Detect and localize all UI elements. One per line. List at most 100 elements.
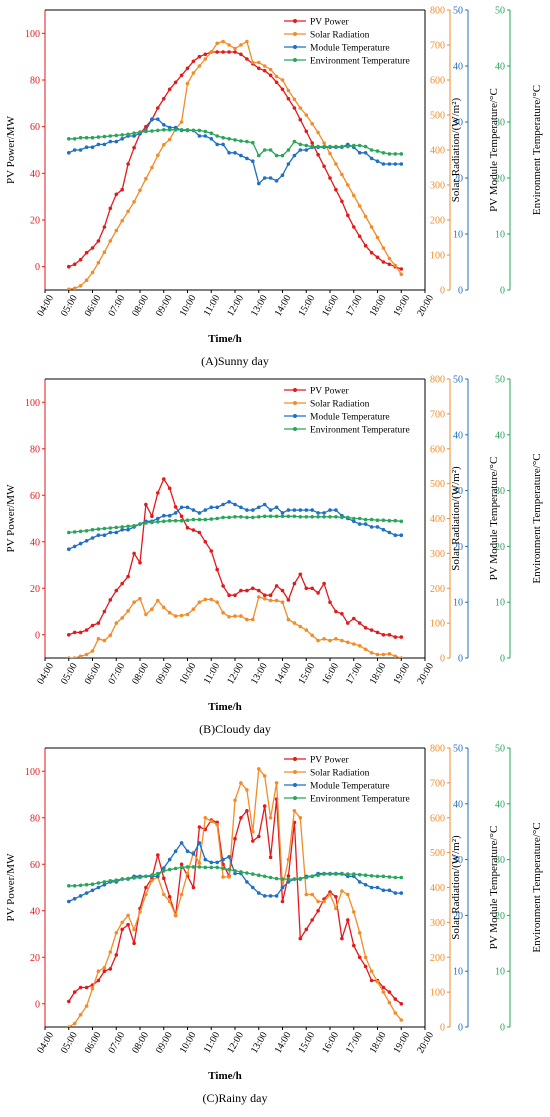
point-solar-radiation bbox=[227, 875, 231, 879]
point-environment-temperature bbox=[191, 865, 196, 869]
module-temp-tick-label: 40 bbox=[453, 799, 463, 810]
point-module-temperature bbox=[90, 888, 95, 893]
radiation-tick-label: 400 bbox=[430, 146, 445, 157]
point-environment-temperature bbox=[227, 137, 231, 141]
point-module-temperature bbox=[179, 505, 184, 510]
point-solar-radiation bbox=[203, 816, 208, 820]
point-pv-power bbox=[381, 633, 386, 637]
x-tick-label: 10:00 bbox=[178, 661, 199, 686]
point-environment-temperature bbox=[251, 515, 255, 520]
point-solar-radiation bbox=[363, 647, 368, 652]
point-pv-power bbox=[126, 162, 130, 166]
series-module-temperature bbox=[67, 500, 404, 551]
env-temp-tick-label: 40 bbox=[495, 62, 505, 73]
point-pv-power bbox=[138, 560, 142, 565]
x-tick-label: 04:00 bbox=[35, 661, 56, 686]
radiation-tick-label: 100 bbox=[430, 251, 445, 262]
point-solar-radiation bbox=[340, 172, 344, 177]
point-module-temperature bbox=[363, 151, 368, 155]
pv-tick-label: 100 bbox=[25, 398, 40, 409]
point-solar-radiation bbox=[120, 218, 124, 223]
point-environment-temperature bbox=[114, 878, 119, 882]
env-temp-tick-label: 10 bbox=[495, 967, 505, 978]
point-environment-temperature bbox=[179, 518, 184, 523]
env-temp-tick-label: 30 bbox=[495, 855, 505, 866]
point-module-temperature bbox=[280, 885, 285, 890]
legend-marker bbox=[293, 401, 297, 405]
radiation-tick-label: 300 bbox=[430, 549, 445, 560]
point-module-temperature bbox=[197, 841, 202, 845]
point-environment-temperature bbox=[197, 517, 202, 522]
point-solar-radiation bbox=[191, 607, 196, 611]
point-environment-temperature bbox=[150, 520, 154, 525]
x-tick-label: 17:00 bbox=[344, 1030, 365, 1055]
point-solar-radiation bbox=[262, 64, 267, 68]
x-tick-label: 06:00 bbox=[83, 1030, 104, 1055]
point-module-temperature bbox=[197, 134, 202, 138]
pv-axis-label: PV Power/MW bbox=[5, 115, 17, 184]
x-tick-label: 07:00 bbox=[106, 293, 127, 318]
point-environment-temperature bbox=[322, 144, 326, 149]
point-pv-power bbox=[262, 68, 267, 73]
point-solar-radiation bbox=[262, 774, 267, 778]
point-module-temperature bbox=[393, 891, 398, 895]
point-environment-temperature bbox=[334, 144, 338, 149]
point-solar-radiation bbox=[78, 654, 83, 658]
point-solar-radiation bbox=[298, 816, 303, 820]
point-environment-temperature bbox=[120, 525, 124, 529]
point-module-temperature bbox=[84, 539, 89, 543]
point-solar-radiation bbox=[257, 60, 261, 65]
point-solar-radiation bbox=[197, 600, 202, 604]
point-environment-temperature bbox=[381, 874, 386, 879]
point-solar-radiation bbox=[227, 43, 231, 47]
point-environment-temperature bbox=[150, 129, 154, 133]
panel-caption: (C)Rainy day bbox=[203, 1091, 268, 1105]
point-solar-radiation bbox=[150, 165, 154, 170]
point-environment-temperature bbox=[233, 515, 237, 519]
point-solar-radiation bbox=[251, 617, 255, 622]
module-temp-tick-label: 30 bbox=[453, 486, 463, 497]
x-tick-label: 08:00 bbox=[130, 661, 151, 686]
legend-label: Environment Temperature bbox=[310, 57, 410, 67]
chart-panel-2: 04:00 05:00 06:00 07:00 08:00 09:00 10:00 11:00… bbox=[5, 375, 543, 737]
point-environment-temperature bbox=[185, 865, 190, 869]
radiation-tick-label: 300 bbox=[430, 181, 445, 192]
x-tick-label: 04:00 bbox=[35, 293, 56, 318]
point-environment-temperature bbox=[78, 883, 83, 888]
point-module-temperature bbox=[209, 505, 214, 510]
point-pv-power bbox=[245, 57, 249, 61]
point-module-temperature bbox=[221, 142, 225, 147]
point-solar-radiation bbox=[245, 617, 249, 622]
point-pv-power bbox=[185, 526, 190, 530]
point-module-temperature bbox=[114, 139, 119, 144]
point-module-temperature bbox=[167, 513, 172, 518]
point-solar-radiation bbox=[328, 151, 332, 156]
series-pv-power bbox=[67, 477, 404, 639]
point-solar-radiation bbox=[239, 43, 243, 47]
radiation-tick-label: 800 bbox=[430, 375, 445, 386]
env-temp-tick-label: 40 bbox=[495, 430, 505, 441]
x-tick-label: 06:00 bbox=[83, 661, 104, 686]
point-solar-radiation bbox=[78, 284, 83, 288]
point-pv-power bbox=[144, 885, 148, 890]
point-module-temperature bbox=[96, 533, 101, 537]
point-pv-power bbox=[72, 990, 77, 994]
point-solar-radiation bbox=[126, 209, 130, 214]
point-module-temperature bbox=[399, 891, 404, 895]
point-solar-radiation bbox=[114, 228, 119, 233]
point-pv-power bbox=[257, 834, 261, 839]
pv-tick-label: 60 bbox=[30, 122, 40, 133]
env-temp-tick-label: 0 bbox=[500, 286, 505, 297]
point-pv-power bbox=[298, 117, 303, 122]
point-pv-power bbox=[96, 239, 101, 243]
point-solar-radiation bbox=[274, 598, 279, 603]
point-module-temperature bbox=[197, 511, 202, 515]
radiation-tick-label: 400 bbox=[430, 514, 445, 525]
point-pv-power bbox=[322, 164, 326, 169]
point-module-temperature bbox=[375, 525, 380, 529]
point-solar-radiation bbox=[209, 819, 214, 823]
point-environment-temperature bbox=[67, 530, 71, 535]
module-temp-tick-label: 50 bbox=[453, 744, 463, 755]
point-environment-temperature bbox=[340, 144, 344, 149]
point-pv-power bbox=[268, 855, 273, 860]
